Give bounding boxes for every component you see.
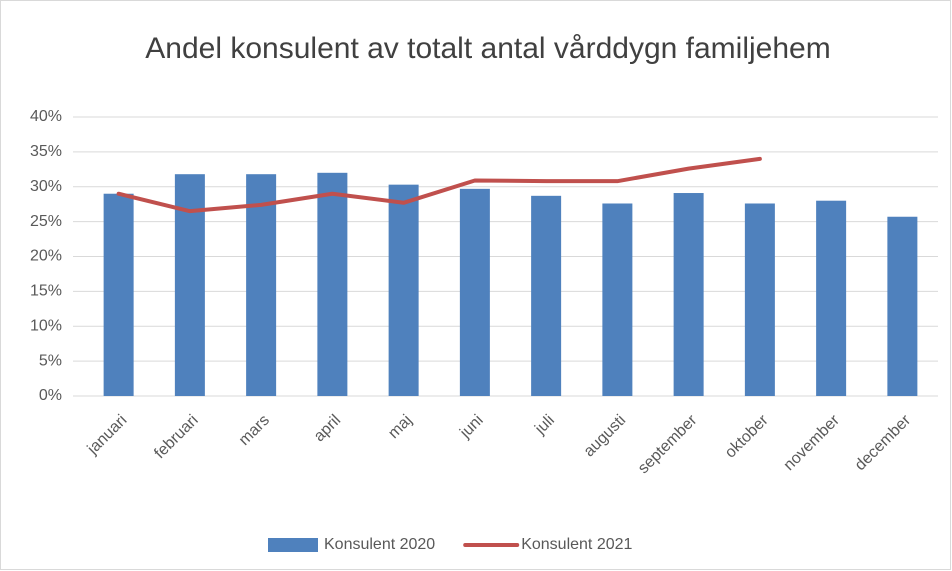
bar bbox=[459, 188, 490, 396]
bar bbox=[887, 216, 918, 396]
y-tick-label: 25% bbox=[30, 213, 62, 230]
bar bbox=[317, 172, 348, 396]
line bbox=[116, 156, 762, 214]
y-tick-label: 10% bbox=[30, 317, 62, 334]
bar bbox=[816, 200, 847, 396]
y-tick-label: 15% bbox=[30, 283, 62, 300]
bar bbox=[388, 184, 419, 396]
y-tick-label: 20% bbox=[30, 248, 62, 265]
legend-label: Konsulent 2021 bbox=[521, 536, 632, 553]
legend-swatch bbox=[268, 538, 318, 552]
bar bbox=[531, 195, 562, 396]
bar bbox=[246, 174, 277, 396]
chart-title: Andel konsulent av totalt antal vårddygn… bbox=[145, 32, 830, 65]
y-tick-label: 30% bbox=[30, 178, 62, 195]
y-tick-label: 40% bbox=[30, 108, 62, 125]
bar bbox=[673, 193, 704, 396]
bar bbox=[602, 203, 633, 396]
y-tick-label: 35% bbox=[30, 143, 62, 160]
y-tick-label: 5% bbox=[39, 352, 62, 369]
bar bbox=[744, 203, 775, 396]
legend-label: Konsulent 2020 bbox=[324, 536, 435, 553]
y-tick-label: 0% bbox=[39, 387, 62, 404]
bar bbox=[103, 193, 134, 396]
